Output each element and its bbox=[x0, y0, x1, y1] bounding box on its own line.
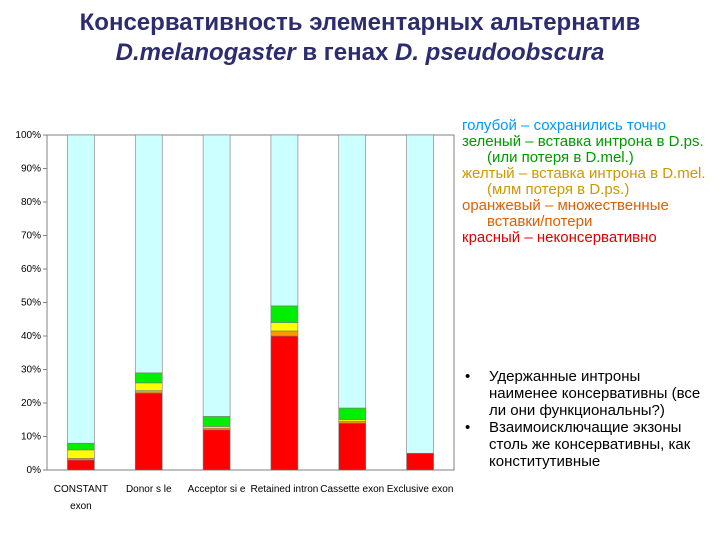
bar-segment bbox=[134, 382, 163, 391]
y-tick-label: 20% bbox=[21, 398, 41, 409]
legend-item-yellow: желтый – вставка интрона в D.mel.(млм по… bbox=[462, 165, 706, 198]
conclusion-text: Взаимоисключащие экзоны столь же консерв… bbox=[489, 419, 691, 470]
x-category-label: Exclusive exon bbox=[387, 484, 454, 495]
bar-segment bbox=[270, 335, 299, 471]
bar-segment bbox=[134, 392, 163, 471]
y-tick-label: 100% bbox=[15, 130, 41, 141]
bullet-dot-icon: • bbox=[465, 419, 471, 436]
bar-segment bbox=[270, 134, 299, 307]
title-mid: в генах bbox=[295, 39, 395, 66]
bar-segment bbox=[202, 134, 231, 417]
bar-segment bbox=[202, 429, 231, 471]
y-tick-label: 10% bbox=[21, 432, 41, 443]
conclusion-item: • Взаимоисключащие экзоны столь же консер… bbox=[462, 419, 712, 470]
bar-segment bbox=[67, 449, 95, 459]
bar-segment bbox=[67, 459, 95, 471]
y-tick-label: 60% bbox=[21, 264, 41, 275]
y-tick-label: 50% bbox=[21, 298, 41, 309]
x-category-label: Donor s le bbox=[126, 484, 172, 495]
x-category-label: CONSTANT exon bbox=[54, 484, 108, 512]
bar-segment bbox=[67, 134, 95, 444]
bar-segment bbox=[202, 416, 231, 427]
y-tick-label: 0% bbox=[27, 465, 42, 476]
bar-segment bbox=[406, 134, 434, 454]
slide-title: Консервативность элементарных альтернати… bbox=[0, 8, 720, 68]
bar-segment bbox=[338, 422, 367, 471]
y-tick-label: 90% bbox=[21, 164, 41, 175]
conclusion-text: Удержанные интроны наименее консервативн… bbox=[489, 368, 701, 419]
plot-area bbox=[46, 134, 455, 471]
legend-item-orange: оранжевый – множественные вставки/потери bbox=[462, 197, 669, 230]
legend-item-blue: голубой – сохранились точно bbox=[462, 117, 667, 134]
conclusions-list: • Удержанные интроны наименее консерватив… bbox=[462, 368, 712, 470]
bar-segment bbox=[67, 442, 95, 451]
y-tick-label: 70% bbox=[21, 231, 41, 242]
y-tick-label: 40% bbox=[21, 331, 41, 342]
bar-segment bbox=[270, 305, 299, 323]
bar-segment bbox=[134, 390, 163, 394]
y-tick-label: 80% bbox=[21, 197, 41, 208]
bar-segment bbox=[270, 322, 299, 332]
bullet-dot-icon: • bbox=[465, 368, 471, 385]
title-line-1: Консервативность элементарных альтернати… bbox=[79, 9, 641, 36]
title-species-1: D.melanogaster bbox=[115, 39, 296, 66]
conclusion-item: • Удержанные интроны наименее консерватив… bbox=[462, 368, 712, 419]
bar-segment bbox=[406, 452, 434, 471]
legend-item-red: красный – неконсервативно bbox=[462, 229, 657, 246]
bar-segment bbox=[134, 372, 163, 384]
stacked-bar-chart: 0% 10% 20% 30% 40% 50% 60% 70% 80% 90% 100% CONSTAN… bbox=[0, 125, 460, 525]
x-category-label: Cassette exon bbox=[320, 484, 384, 495]
title-species-2: D. pseudoobscura bbox=[394, 39, 605, 66]
legend-item-green: зеленый – вставка интрона в D.ps. (или п… bbox=[462, 133, 704, 166]
x-category-label: Retained intron bbox=[251, 484, 319, 495]
title-line-2: D.melanogaster в генах D. pseudoobscura bbox=[0, 38, 720, 68]
bar-segment bbox=[338, 407, 367, 421]
bar-segment bbox=[134, 134, 163, 374]
x-category-label: Acceptor si e bbox=[188, 484, 246, 495]
color-legend: голубой – сохранились точно зеленый – вс… bbox=[462, 118, 714, 246]
y-tick-label: 30% bbox=[21, 365, 41, 376]
chart-svg: 0% 10% 20% 30% 40% 50% 60% 70% 80% 90% 100% CONSTAN… bbox=[15, 130, 455, 512]
bar-segment bbox=[270, 330, 299, 337]
bar-segment bbox=[338, 134, 367, 409]
